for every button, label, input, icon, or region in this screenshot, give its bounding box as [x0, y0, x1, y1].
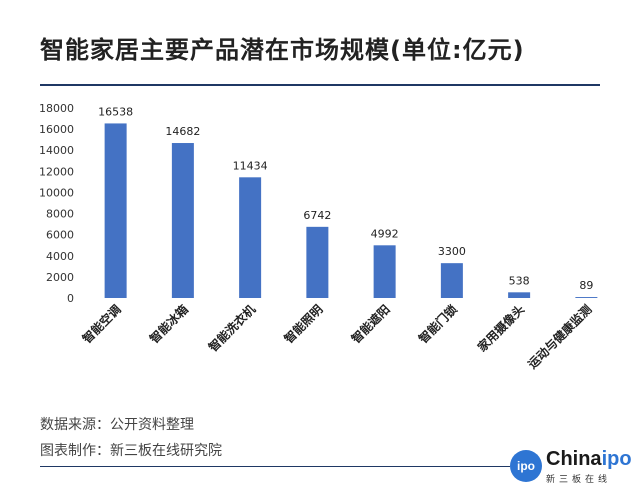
bar: [306, 226, 329, 298]
data-label: 4992: [371, 227, 399, 240]
y-tick-label: 2000: [46, 271, 74, 284]
y-tick-label: 12000: [39, 165, 74, 178]
bar: [373, 245, 396, 298]
x-tick-label: 智能洗衣机: [204, 302, 258, 356]
bar: [104, 123, 127, 298]
x-tick-label: 智能门锁: [415, 302, 460, 347]
data-label: 16538: [98, 105, 133, 118]
bar: [239, 177, 262, 298]
y-tick-label: 10000: [39, 186, 74, 199]
bar-chart: 0 2000 4000 6000 8000 10000 12000 14000 16000 180…: [39, 102, 598, 372]
y-tick-label: 4000: [46, 250, 74, 263]
x-tick-label: 智能空调: [78, 302, 123, 347]
x-tick-label: 智能照明: [280, 302, 325, 347]
x-tick-label: 运动与健康监测: [524, 302, 594, 372]
logo-wordmark: Chinaipo: [546, 448, 632, 470]
bar: [508, 292, 531, 298]
data-label: 14682: [165, 125, 200, 138]
y-tick-label: 6000: [46, 229, 74, 242]
data-label: 89: [579, 279, 593, 292]
chart-title: 智能家居主要产品潜在市场规模(单位:亿元): [40, 36, 525, 64]
y-tick-label: 16000: [39, 123, 74, 136]
footer-rule: [40, 466, 510, 467]
y-tick-label: 8000: [46, 208, 74, 221]
data-label: 6742: [303, 209, 331, 222]
title-underline: [40, 84, 600, 86]
x-tick-label: 智能冰箱: [146, 302, 191, 347]
logo-subtitle: 新三板在线: [546, 475, 612, 485]
x-tick-label: 智能遮阳: [347, 302, 392, 347]
chinaipo-logo: ipo Chinaipo 新三板在线: [510, 448, 632, 488]
y-tick-label: 0: [67, 292, 74, 305]
author-note: 图表制作：新三板在线研究院: [40, 443, 222, 459]
x-tick-label: 家用摄像头: [474, 302, 527, 355]
bar: [440, 263, 463, 298]
bar: [575, 297, 598, 298]
data-label: 11434: [233, 159, 268, 172]
bar: [171, 143, 194, 298]
data-label: 3300: [438, 245, 466, 258]
logo-badge: ipo: [510, 450, 542, 482]
y-tick-label: 14000: [39, 144, 74, 157]
source-note: 数据来源：公开资料整理: [40, 417, 194, 433]
data-label: 538: [509, 274, 530, 287]
y-tick-label: 18000: [39, 102, 74, 115]
